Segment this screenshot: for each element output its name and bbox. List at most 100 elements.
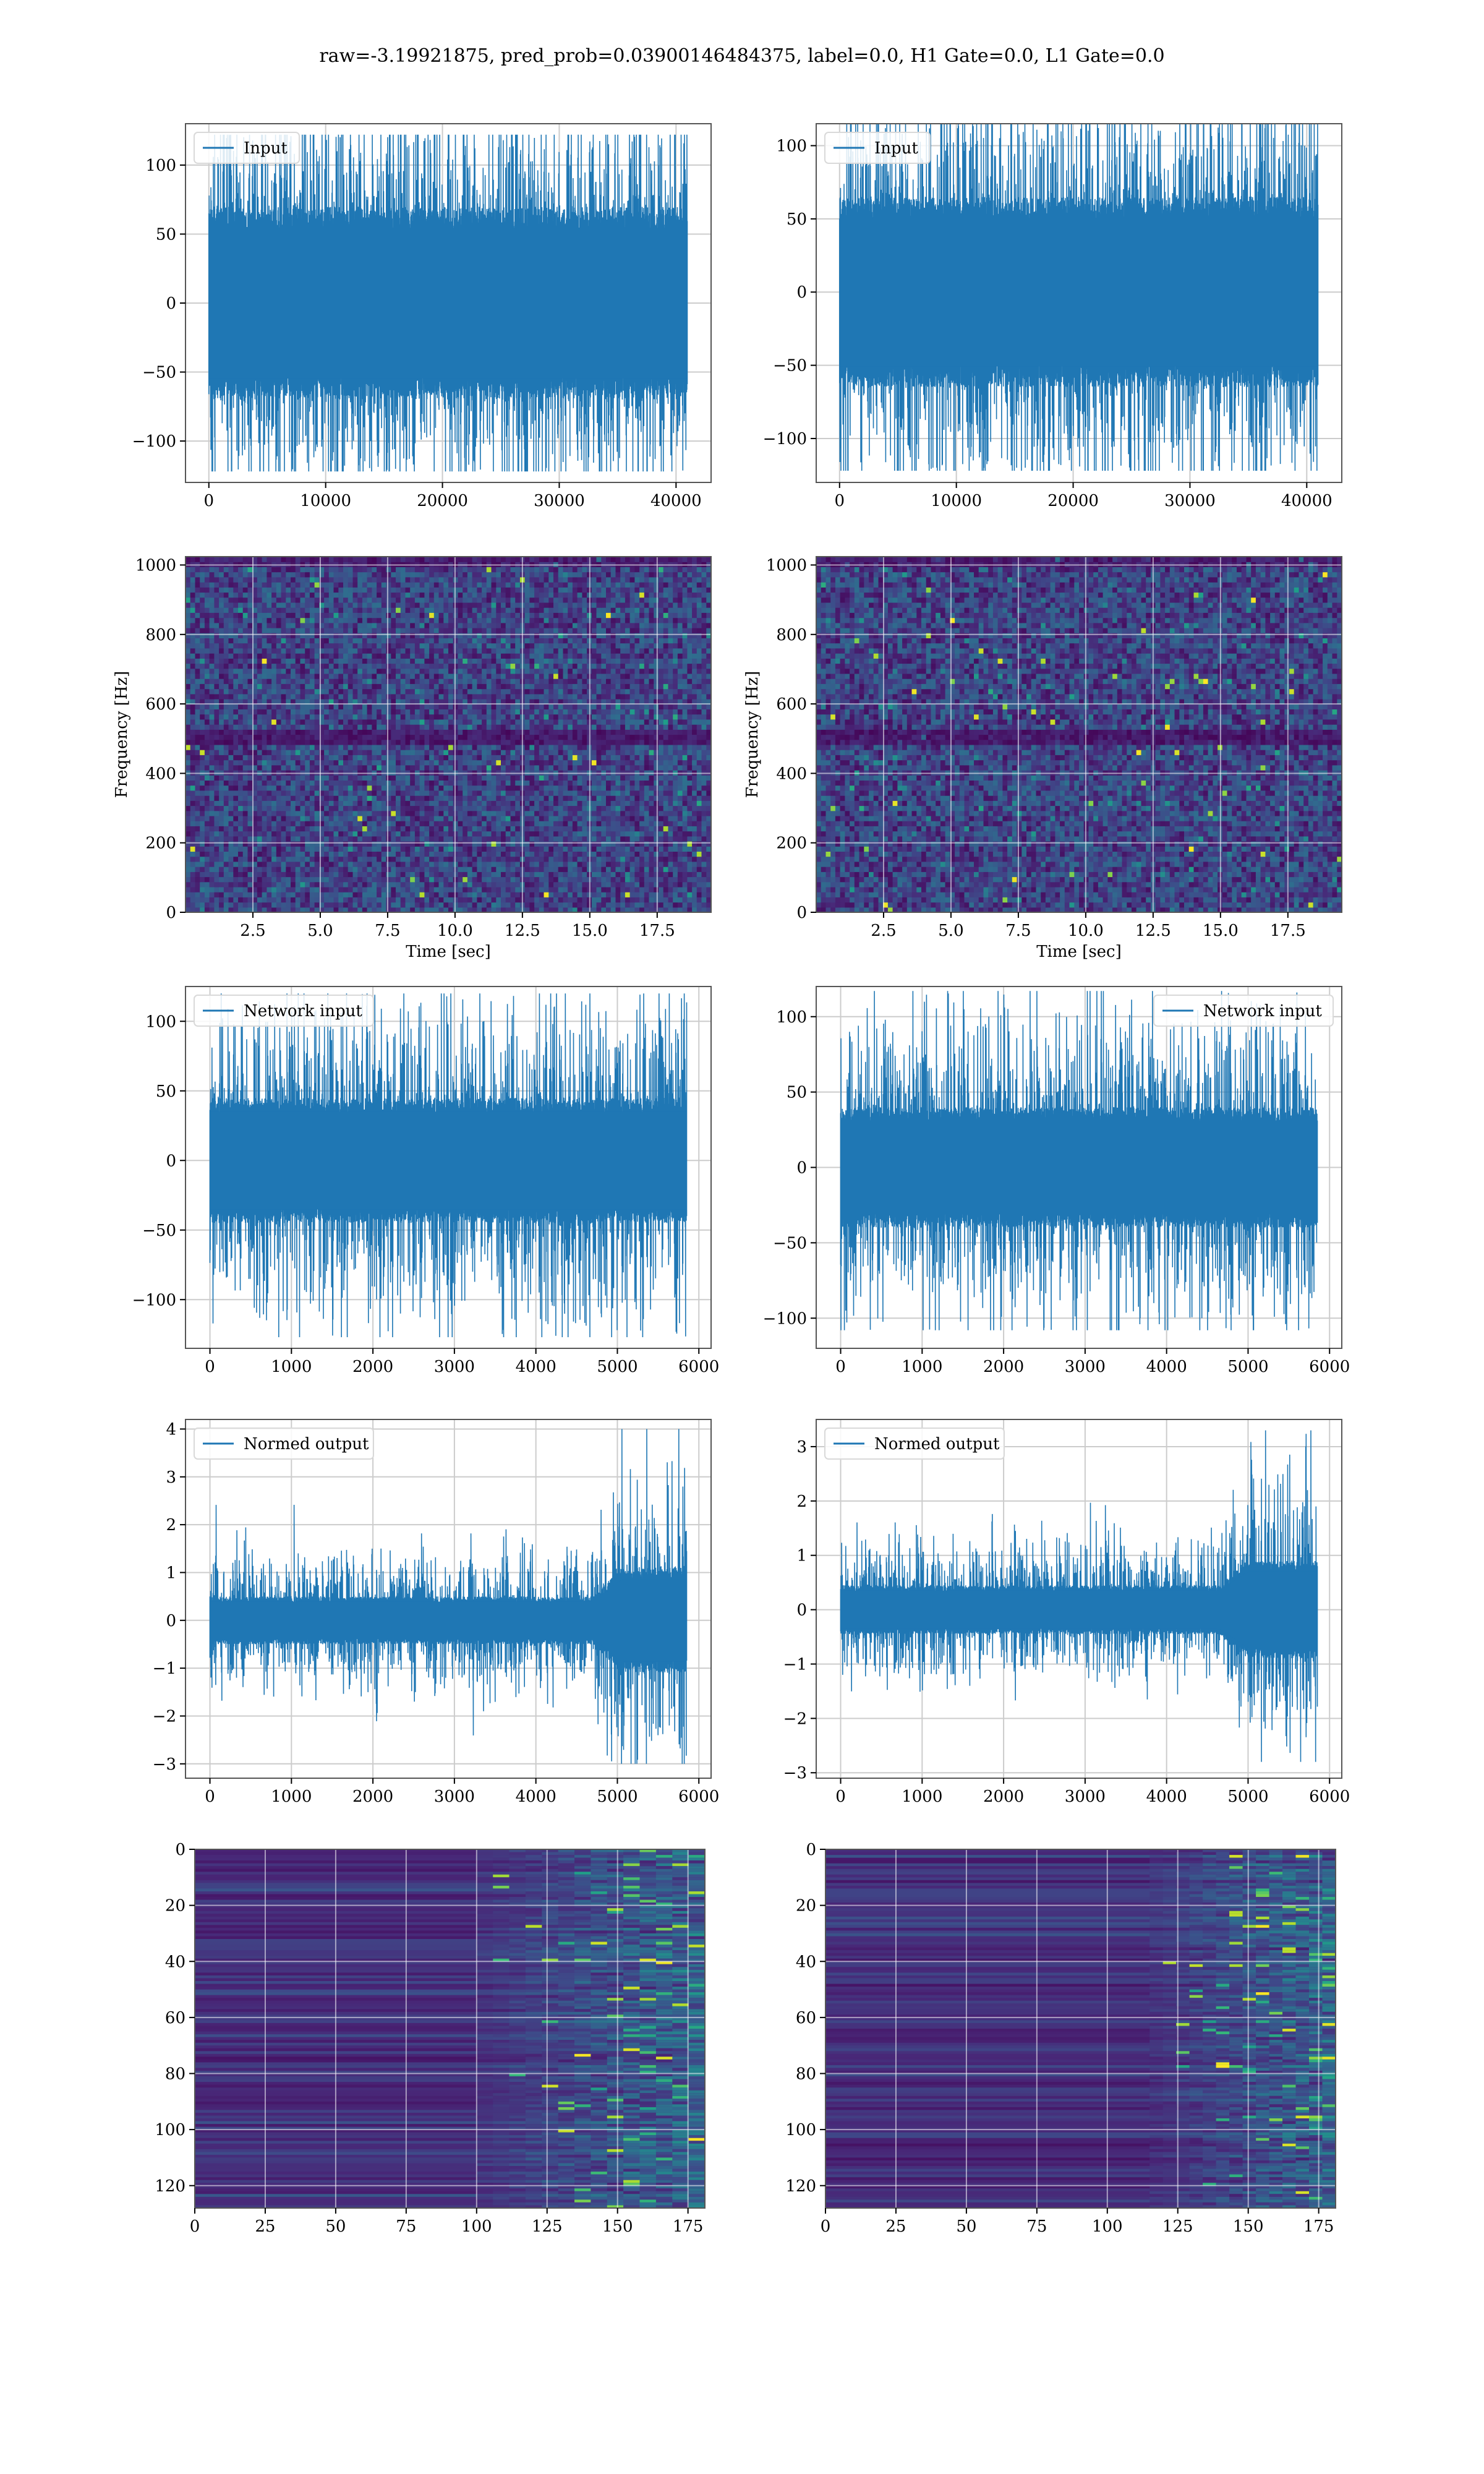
heatmap-cell <box>486 800 492 807</box>
heatmap-cell <box>247 810 253 816</box>
heatmap-cell <box>319 704 325 709</box>
heatmap-cell <box>257 876 263 883</box>
heatmap-cell <box>529 876 535 883</box>
heatmap-cell <box>682 810 688 816</box>
heatmap-cell <box>496 856 501 862</box>
heatmap-cell <box>405 846 411 852</box>
heatmap-cell <box>582 831 587 837</box>
heatmap-cell <box>400 750 406 755</box>
heatmap-cell <box>276 856 282 862</box>
heatmap-cell <box>242 780 248 786</box>
heatmap-cell <box>219 704 224 709</box>
heatmap-cell <box>352 693 358 700</box>
heatmap-cell <box>568 846 573 852</box>
heatmap-cell <box>348 897 353 903</box>
heatmap-cell <box>620 856 626 862</box>
heatmap-cell <box>400 871 406 878</box>
heatmap-cell <box>629 755 635 761</box>
heatmap-cell <box>663 755 668 761</box>
heatmap-cell <box>204 739 210 745</box>
heatmap-cell <box>238 836 244 842</box>
heatmap-cell <box>223 693 229 700</box>
heatmap-cell <box>233 709 239 715</box>
heatmap-cell <box>324 785 330 791</box>
heatmap-cell <box>271 750 277 755</box>
heatmap-cell <box>343 871 349 878</box>
heatmap-cell <box>625 760 631 766</box>
heatmap-cell <box>314 886 320 892</box>
heatmap-cell <box>291 750 296 755</box>
heatmap-cell <box>333 750 339 755</box>
heatmap-cell <box>276 907 282 912</box>
x-tick-label: 30000 <box>534 492 585 510</box>
heatmap-cell <box>377 795 382 801</box>
heatmap-cell <box>568 764 573 771</box>
heatmap-cell <box>433 907 440 912</box>
heatmap-cell <box>377 714 382 720</box>
heatmap-cell <box>577 867 582 872</box>
heatmap-cell <box>343 744 349 750</box>
heatmap-cell <box>615 881 621 888</box>
heatmap-cell <box>639 810 645 816</box>
heatmap-cell <box>200 704 205 709</box>
heatmap-cell <box>367 744 372 750</box>
heatmap-cell <box>195 693 200 700</box>
heatmap-cell <box>414 744 420 750</box>
heatmap-cell <box>696 693 702 700</box>
heatmap-cell <box>486 826 492 832</box>
heatmap-cell <box>539 876 545 883</box>
heatmap-cell <box>333 856 339 862</box>
heatmap-cell <box>357 704 363 709</box>
heatmap-cell <box>200 714 205 720</box>
heatmap-cell <box>267 831 272 837</box>
heatmap-cell <box>577 795 582 801</box>
heatmap-cell <box>405 704 411 709</box>
heatmap-cell <box>186 739 191 745</box>
heatmap-cell <box>352 851 358 857</box>
heatmap-cell <box>649 902 654 908</box>
heatmap-cell <box>238 750 244 755</box>
heatmap-cell <box>410 780 416 786</box>
heatmap-cell <box>486 775 492 781</box>
heatmap-cell <box>634 871 640 878</box>
heatmap-cell <box>486 683 492 690</box>
heatmap-cell <box>305 861 310 867</box>
heatmap-cell <box>601 902 607 908</box>
heatmap-cell <box>433 750 440 755</box>
heatmap-cell <box>414 907 420 912</box>
heatmap-cell <box>262 871 267 878</box>
heatmap-cell <box>458 800 463 807</box>
heatmap-cell <box>372 755 377 761</box>
heatmap-cell <box>357 892 363 897</box>
heatmap-cell <box>343 856 349 862</box>
heatmap-cell <box>548 785 554 791</box>
heatmap-cell <box>467 892 473 897</box>
heatmap-cell <box>659 688 664 695</box>
heatmap-cell <box>553 693 559 700</box>
heatmap-cell <box>505 775 511 781</box>
heatmap-cell <box>267 739 272 745</box>
heatmap-cell <box>405 867 411 872</box>
heatmap-cell <box>214 876 220 883</box>
heatmap-cell <box>338 805 344 811</box>
heatmap-cell <box>281 683 286 690</box>
heatmap-cell <box>582 897 587 903</box>
heatmap-cell <box>534 744 540 750</box>
heatmap-cell <box>572 907 578 912</box>
heatmap-cell <box>338 836 344 842</box>
heatmap-cell <box>534 714 540 720</box>
heatmap-cell <box>629 810 635 816</box>
heatmap-cell <box>219 729 224 735</box>
heatmap-cell <box>486 851 492 857</box>
heatmap-cell <box>186 744 191 750</box>
heatmap-cell <box>491 790 497 796</box>
heatmap-cell <box>477 790 482 796</box>
heatmap-cell <box>649 881 654 888</box>
heatmap-cell <box>510 881 516 888</box>
heatmap-cell <box>539 704 545 709</box>
heatmap-cell <box>482 739 487 745</box>
heatmap-cell <box>644 897 650 903</box>
heatmap-cell <box>328 897 335 903</box>
heatmap-cell <box>372 886 377 892</box>
